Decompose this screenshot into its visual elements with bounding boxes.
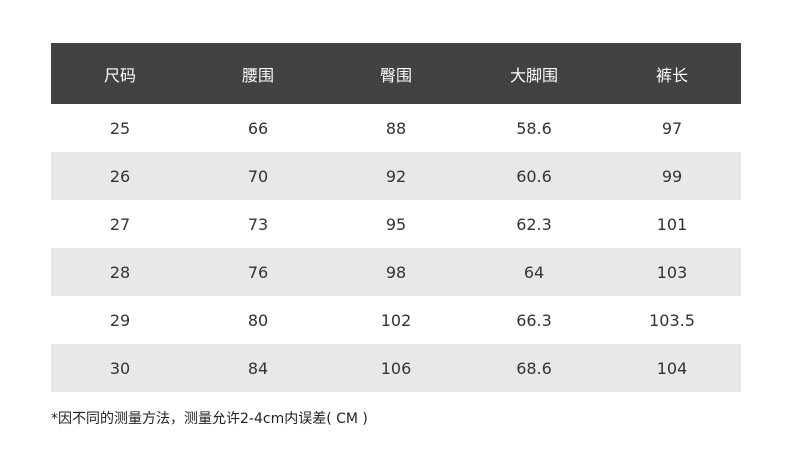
- measurement-note: *因不同的测量方法，测量允许2-4cm内误差( CM ): [51, 411, 368, 427]
- table-cell: 92: [327, 152, 465, 200]
- table-cell: 60.6: [465, 152, 603, 200]
- table-row: 29 80 102 66.3 103.5: [51, 296, 741, 344]
- column-header: 大脚围: [465, 43, 603, 104]
- table-cell: 88: [385, 118, 407, 138]
- column-header: 腰围: [189, 43, 327, 104]
- table-cell: 70: [189, 152, 327, 200]
- table-cell: 58.6: [516, 118, 552, 138]
- table-cell: 66.3: [516, 310, 552, 330]
- table-row: 27 73 95 62.3 101: [51, 200, 741, 248]
- table-cell: 73: [247, 214, 269, 234]
- header-row: 尺码 腰围 臀围 大脚围 裤长: [51, 43, 741, 104]
- table-cell: 64: [465, 248, 603, 296]
- table-cell: 28: [51, 248, 189, 296]
- table-cell: 68.6: [465, 344, 603, 392]
- table-cell: 25: [109, 118, 131, 138]
- table-cell: 76: [189, 248, 327, 296]
- table-cell: 80: [247, 310, 269, 330]
- table-cell: 103: [603, 248, 741, 296]
- table-cell: 26: [51, 152, 189, 200]
- table-row: 28 76 98 64 103: [51, 248, 741, 296]
- column-header: 尺码: [51, 43, 189, 104]
- table-cell: 84: [189, 344, 327, 392]
- table-cell: 97: [661, 118, 683, 138]
- table-cell: 66: [247, 118, 269, 138]
- size-chart-table: 尺码 腰围 臀围 大脚围 裤长 25 66 88 58.6 97 26 70 92 60.6 99 27 73…: [51, 43, 741, 392]
- table-row: 25 66 88 58.6 97: [51, 104, 741, 152]
- table-cell: 101: [656, 214, 688, 234]
- table-cell: 98: [327, 248, 465, 296]
- table-cell: 99: [603, 152, 741, 200]
- table-cell: 95: [385, 214, 407, 234]
- table-cell: 27: [109, 214, 131, 234]
- table-row: 26 70 92 60.6 99: [51, 152, 741, 200]
- table-cell: 102: [380, 310, 412, 330]
- table-cell: 103.5: [649, 310, 695, 330]
- table-cell: 62.3: [516, 214, 552, 234]
- table-row: 30 84 106 68.6 104: [51, 344, 741, 392]
- table-cell: 106: [327, 344, 465, 392]
- table-cell: 29: [109, 310, 131, 330]
- table-cell: 104: [603, 344, 741, 392]
- column-header: 臀围: [327, 43, 465, 104]
- column-header: 裤长: [603, 43, 741, 104]
- table-cell: 30: [51, 344, 189, 392]
